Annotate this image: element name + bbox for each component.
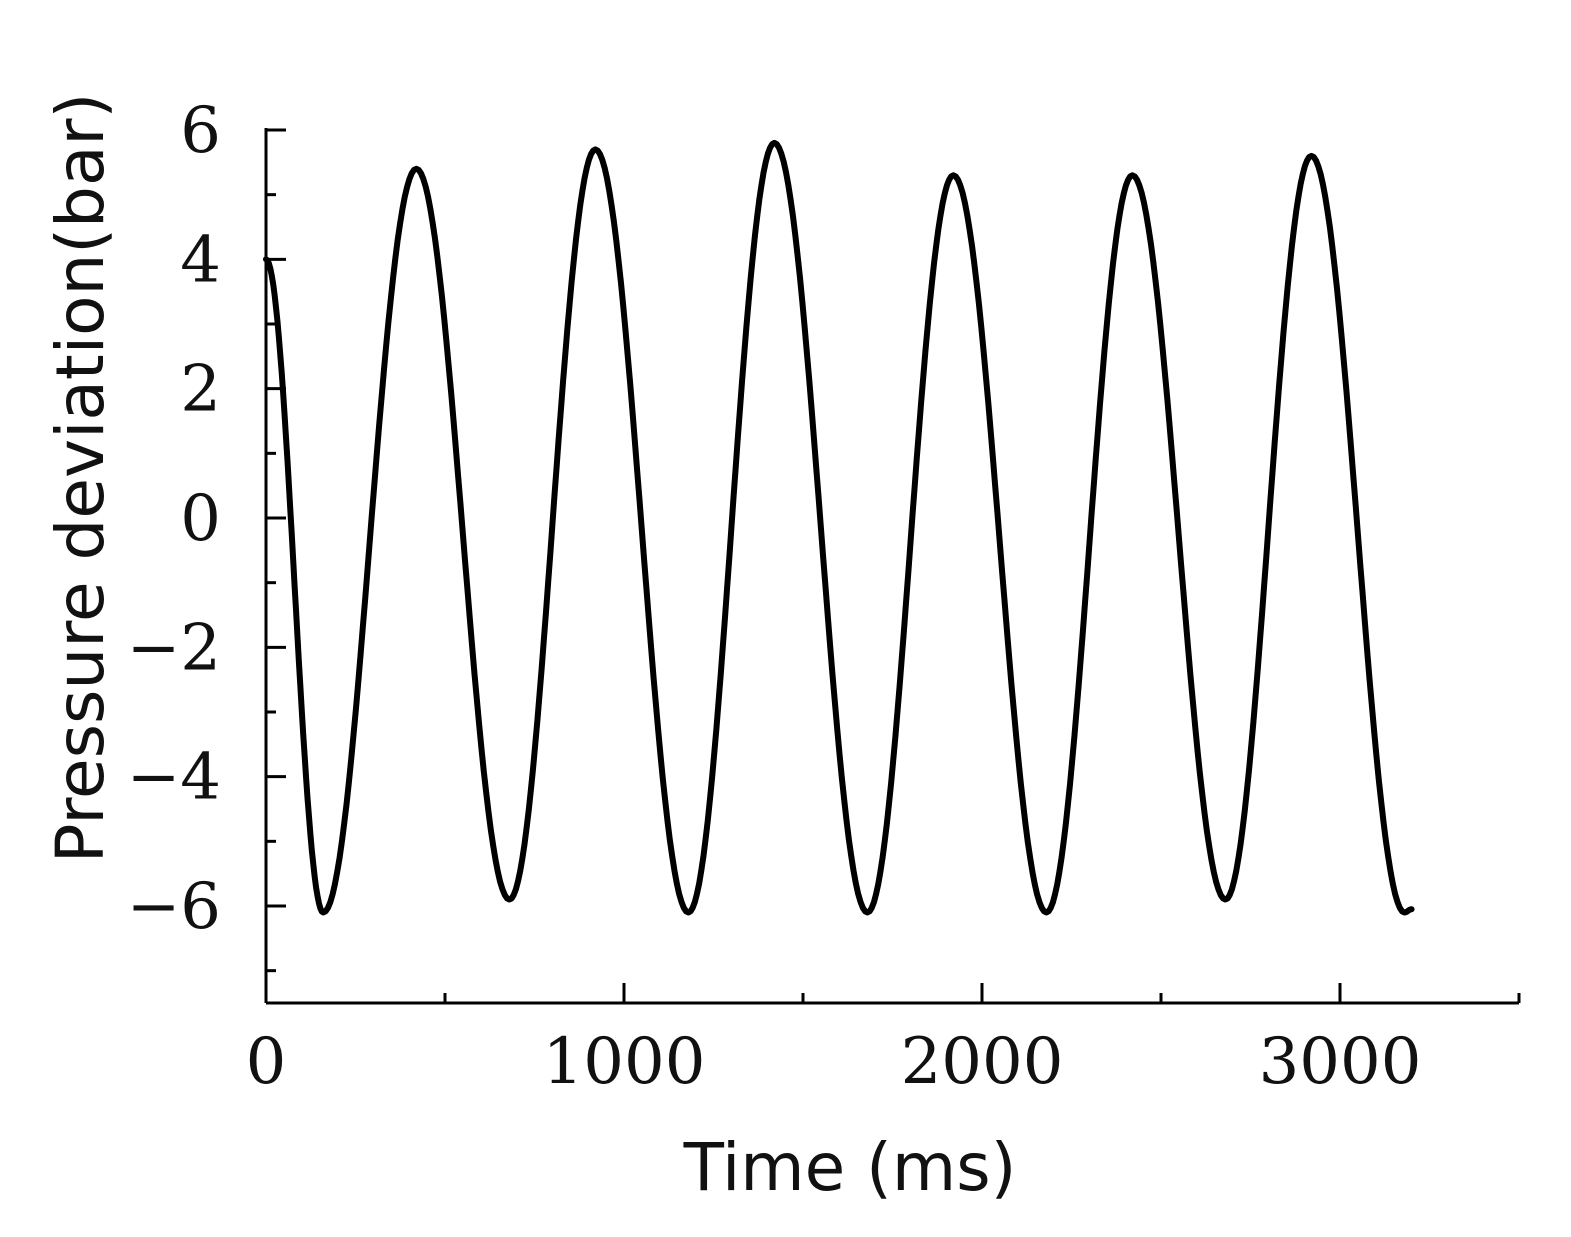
y-tick-label: 2 xyxy=(180,353,221,427)
plot-series xyxy=(263,139,1415,916)
x-tick-label: 2000 xyxy=(901,1025,1064,1099)
y-tick-label: −2 xyxy=(127,611,221,685)
series-line-0 xyxy=(263,139,1415,916)
x-ticks: 0 1000 2000 3000 xyxy=(246,983,1521,1099)
y-tick-label: −6 xyxy=(127,870,221,944)
y-tick-label: 6 xyxy=(180,94,221,168)
y-tick-label: −4 xyxy=(127,741,221,815)
y-tick-label: 4 xyxy=(180,223,221,297)
x-axis-title: Time (ms) xyxy=(683,1129,1017,1206)
axes xyxy=(264,128,1519,1005)
x-tick-label: 1000 xyxy=(543,1025,706,1099)
y-ticks: −6 −4 −2 0 2 4 6 xyxy=(127,94,286,973)
x-tick-label: 0 xyxy=(246,1025,287,1099)
y-tick-label: 0 xyxy=(180,482,221,556)
x-tick-label: 3000 xyxy=(1259,1025,1422,1099)
y-axis-title: Pressure deviation(bar) xyxy=(42,93,119,864)
